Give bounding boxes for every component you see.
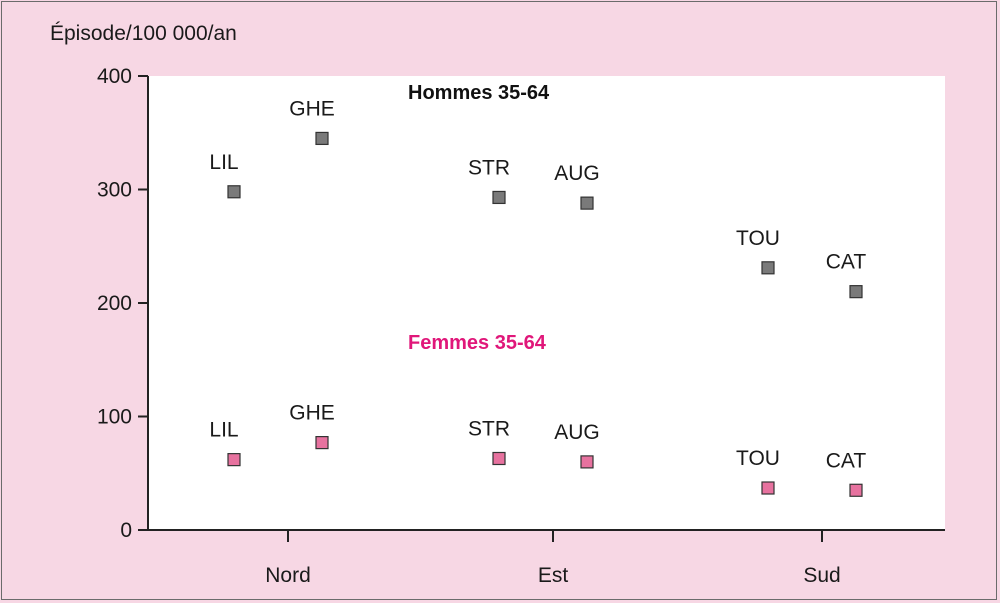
- data-point-label: AUG: [554, 162, 600, 185]
- data-point-label: CAT: [826, 251, 867, 274]
- data-point-label: LIL: [209, 151, 238, 174]
- data-point-label: AUG: [554, 421, 600, 444]
- axes: 0 100 200 300 400 Nord Est Sud: [97, 65, 945, 587]
- data-point: [580, 455, 594, 469]
- plot-area: [148, 76, 945, 530]
- series-femmes: LIL GHE STR AUG TOU CAT: [209, 402, 866, 497]
- x-tick-label: Est: [538, 564, 569, 587]
- x-tick-label: Sud: [803, 564, 840, 587]
- data-point: [227, 185, 241, 199]
- series-title-hommes: Hommes 35-64: [408, 82, 550, 104]
- data-point: [315, 436, 329, 450]
- data-point: [227, 453, 241, 467]
- data-point-label: TOU: [736, 227, 780, 250]
- y-axis-title: Épisode/100 000/an: [50, 22, 237, 45]
- y-tick-label: 100: [97, 406, 132, 429]
- data-point-label: LIL: [209, 419, 238, 442]
- data-point-label: CAT: [826, 449, 867, 472]
- data-point-label: GHE: [289, 402, 335, 425]
- data-point-label: TOU: [736, 447, 780, 470]
- y-tick-label: 300: [97, 179, 132, 202]
- data-point: [492, 190, 506, 205]
- data-point: [849, 285, 863, 299]
- data-point: [761, 261, 775, 275]
- series-title-femmes: Femmes 35-64: [408, 332, 547, 354]
- data-point-label: STR: [468, 417, 510, 440]
- y-tick-label: 200: [97, 292, 132, 315]
- y-tick-label: 400: [97, 65, 132, 88]
- data-point-label: GHE: [289, 97, 335, 120]
- data-point-label: STR: [468, 156, 510, 179]
- x-tick-label: Nord: [265, 564, 311, 587]
- y-tick-label: 0: [120, 519, 132, 542]
- data-point: [492, 451, 506, 466]
- series-hommes: LIL GHE STR AUG TOU CAT: [209, 97, 867, 299]
- data-point: [315, 131, 329, 146]
- data-point: [849, 483, 863, 497]
- data-point: [761, 481, 775, 495]
- data-point: [580, 196, 594, 210]
